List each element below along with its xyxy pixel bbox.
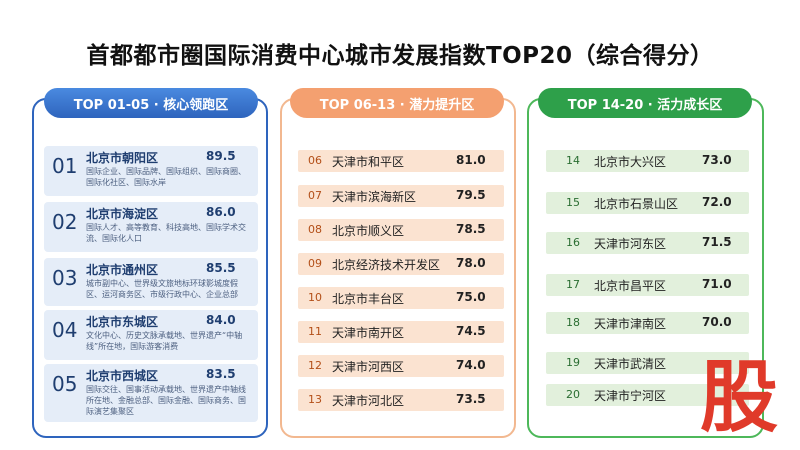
rank-card: 02 北京市海淀区 86.0 国际人才、高等教育、科技高地、国际学术交流、国际化… xyxy=(44,202,258,252)
district-name: 北京市顺义区 xyxy=(332,224,405,238)
district-name: 北京市东城区 xyxy=(86,315,159,329)
watermark-stamp: 股 xyxy=(699,353,778,443)
rank-number: 05 xyxy=(52,372,78,396)
score-value: 71.0 xyxy=(702,277,732,291)
district-name: 北京市海淀区 xyxy=(86,207,159,221)
rank-number: 18 xyxy=(566,316,580,329)
rank-number: 17 xyxy=(566,278,580,291)
rank-number: 09 xyxy=(308,257,322,270)
district-description: 城市副中心、世界级文旅地标环球影城度假区、运河商务区、市级行政中心、企业总部 xyxy=(86,279,238,299)
rank-row: 16 天津市河东区 71.5 xyxy=(546,232,749,254)
score-value: 79.5 xyxy=(456,188,486,202)
district-name: 北京市朝阳区 xyxy=(86,151,159,165)
rank-row: 12 天津市河西区 74.0 xyxy=(298,355,504,377)
district-name: 北京经济技术开发区 xyxy=(332,258,441,272)
rank-row: 15 北京市石景山区 72.0 xyxy=(546,192,749,214)
rank-number: 06 xyxy=(308,154,322,167)
score-value: 74.0 xyxy=(456,358,486,372)
rank-row: 18 天津市津南区 70.0 xyxy=(546,312,749,334)
score-value: 74.5 xyxy=(456,324,486,338)
district-description: 国际企业、国际品牌、国际组织、国际商圈、国际化社区、国际水岸 xyxy=(86,167,246,187)
rank-row: 10 北京市丰台区 75.0 xyxy=(298,287,504,309)
rank-row: 07 天津市滨海新区 79.5 xyxy=(298,185,504,207)
rank-number: 03 xyxy=(52,266,78,290)
chart-title: 首都都市圈国际消费中心城市发展指数TOP20（综合得分） xyxy=(86,43,714,69)
score-value: 75.0 xyxy=(456,290,486,304)
rank-card: 01 北京市朝阳区 89.5 国际企业、国际品牌、国际组织、国际商圈、国际化社区… xyxy=(44,146,258,196)
district-name: 天津市宁河区 xyxy=(594,389,667,403)
district-name: 北京市丰台区 xyxy=(332,292,405,306)
score-value: 78.5 xyxy=(456,222,486,236)
rank-card: 03 北京市通州区 85.5 城市副中心、世界级文旅地标环球影城度假区、运河商务… xyxy=(44,258,258,306)
score-value: 85.5 xyxy=(206,261,236,275)
rank-number: 16 xyxy=(566,236,580,249)
district-name: 天津市和平区 xyxy=(332,155,405,169)
score-value: 78.0 xyxy=(456,256,486,270)
rank-row: 19 天津市武清区 xyxy=(546,352,749,374)
rank-card: 05 北京市西城区 83.5 国际交往、国事活动承载地、世界遗产中轴线所在地、金… xyxy=(44,364,258,422)
rank-number: 13 xyxy=(308,393,322,406)
rank-number: 15 xyxy=(566,196,580,209)
score-value: 86.0 xyxy=(206,205,236,219)
rank-number: 08 xyxy=(308,223,322,236)
rank-row: 17 北京市昌平区 71.0 xyxy=(546,274,749,296)
rank-row: 20 天津市宁河区 xyxy=(546,384,749,406)
score-value: 89.5 xyxy=(206,149,236,163)
group-header-core: TOP 01-05 · 核心领跑区 xyxy=(44,88,258,118)
score-value: 73.5 xyxy=(456,392,486,406)
score-value: 81.0 xyxy=(456,153,486,167)
district-name: 天津市武清区 xyxy=(594,357,667,371)
score-value: 72.0 xyxy=(702,195,732,209)
district-name: 北京市西城区 xyxy=(86,369,159,383)
score-value: 84.0 xyxy=(206,313,236,327)
district-name: 北京市大兴区 xyxy=(594,155,667,169)
score-value: 83.5 xyxy=(206,367,236,381)
rank-number: 20 xyxy=(566,388,580,401)
rank-number: 14 xyxy=(566,154,580,167)
score-value: 71.5 xyxy=(702,235,732,249)
district-name: 天津市滨海新区 xyxy=(332,190,417,204)
rank-row: 08 北京市顺义区 78.5 xyxy=(298,219,504,241)
district-name: 天津市津南区 xyxy=(594,317,667,331)
rank-number: 19 xyxy=(566,356,580,369)
district-name: 北京市昌平区 xyxy=(594,279,667,293)
district-description: 文化中心、历史文脉承载地、世界遗产“中轴线”所在地，国际游客消费 xyxy=(86,331,243,351)
district-name: 北京市石景山区 xyxy=(594,197,679,211)
rank-row: 06 天津市和平区 81.0 xyxy=(298,150,504,172)
group-header-growth: TOP 14-20 · 活力成长区 xyxy=(538,88,752,118)
district-name: 天津市河北区 xyxy=(332,394,405,408)
rank-row: 11 天津市南开区 74.5 xyxy=(298,321,504,343)
district-name: 天津市河西区 xyxy=(332,360,405,374)
district-name: 天津市南开区 xyxy=(332,326,405,340)
district-description: 国际交往、国事活动承载地、世界遗产中轴线所在地、金融总部、国际金融、国际商务、国… xyxy=(86,385,246,416)
score-value: 70.0 xyxy=(702,315,732,329)
rank-row: 13 天津市河北区 73.5 xyxy=(298,389,504,411)
group-header-potential: TOP 06-13 · 潜力提升区 xyxy=(290,88,504,118)
district-description: 国际人才、高等教育、科技高地、国际学术交流、国际化人口 xyxy=(86,223,246,243)
district-name: 天津市河东区 xyxy=(594,237,667,251)
rank-number: 10 xyxy=(308,291,322,304)
score-value: 73.0 xyxy=(702,153,732,167)
rank-row: 14 北京市大兴区 73.0 xyxy=(546,150,749,172)
district-name: 北京市通州区 xyxy=(86,263,159,277)
rank-number: 11 xyxy=(308,325,322,338)
rank-number: 12 xyxy=(308,359,322,372)
rank-number: 01 xyxy=(52,154,78,178)
rank-number: 04 xyxy=(52,318,78,342)
rank-number: 07 xyxy=(308,189,322,202)
rank-card: 04 北京市东城区 84.0 文化中心、历史文脉承载地、世界遗产“中轴线”所在地… xyxy=(44,310,258,360)
rank-number: 02 xyxy=(52,210,78,234)
rank-row: 09 北京经济技术开发区 78.0 xyxy=(298,253,504,275)
